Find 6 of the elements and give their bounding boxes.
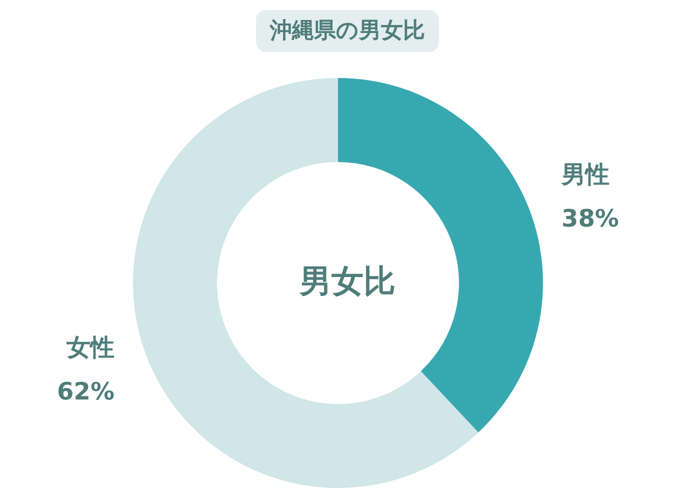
text: 男女比 (298, 262, 396, 300)
data-label: 62% (57, 378, 115, 406)
slice-label: 男性 (560, 160, 610, 188)
data-label: 38% (561, 204, 619, 232)
slice-label: 女性 (66, 334, 115, 362)
chart-title: 沖縄県の男女比 (269, 18, 425, 44)
